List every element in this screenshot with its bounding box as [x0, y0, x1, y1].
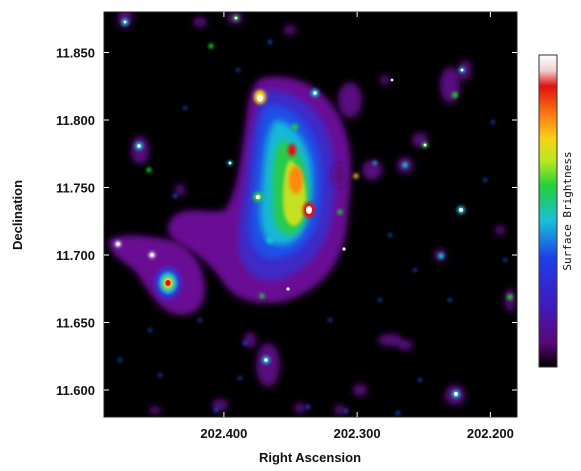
y-tick-label: 11.750: [56, 181, 95, 196]
y-tick-label: 11.650: [56, 316, 95, 331]
y-tick-label: 11.800: [56, 113, 95, 128]
x-axis-title: Right Ascension: [259, 450, 361, 465]
cluster-emission: [167, 76, 352, 304]
diffuse-patches: [118, 12, 515, 415]
x-tick-label: 202.400: [200, 426, 247, 441]
point-sources: [116, 15, 513, 415]
y-axis: 11.850 11.800 11.750 11.700 11.650 11.600: [56, 46, 517, 398]
x-axis: 202.400 202.300 202.200: [200, 12, 514, 441]
y-tick-label: 11.850: [56, 46, 95, 61]
x-tick-label: 202.200: [467, 426, 514, 441]
left-emission: [108, 235, 205, 315]
colorbar-label: Surface Brightness: [561, 151, 574, 270]
y-axis-title: Declination: [10, 180, 25, 250]
plot-frame: [103, 11, 518, 418]
colorbar: Surface Brightness: [538, 54, 574, 368]
xray-image: [104, 12, 517, 417]
colorbar-gradient: [538, 54, 558, 368]
y-tick-label: 11.600: [56, 383, 95, 398]
y-tick-label: 11.700: [56, 248, 95, 263]
x-tick-label: 202.300: [334, 426, 381, 441]
